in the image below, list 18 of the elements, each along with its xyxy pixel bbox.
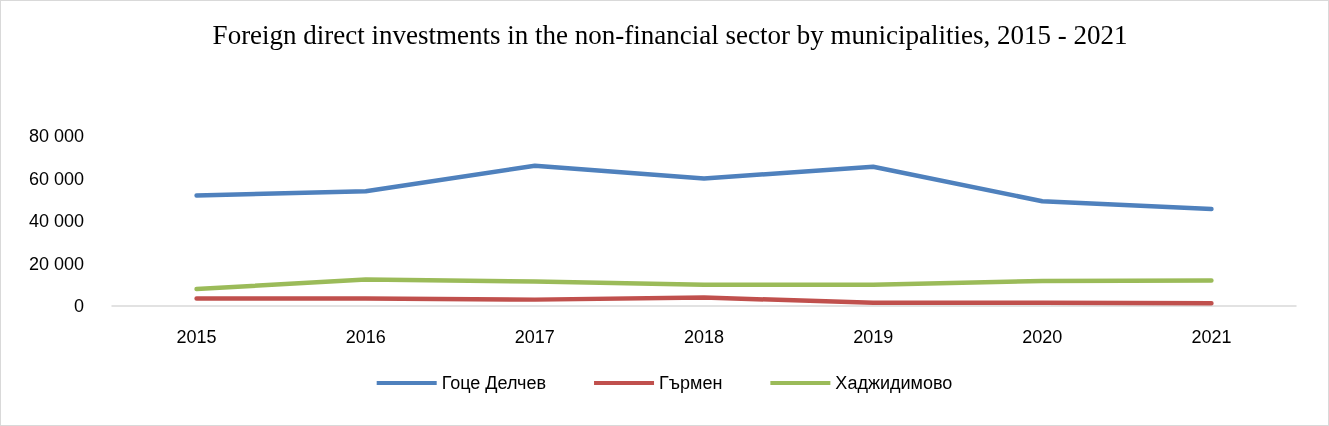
x-tick-label: 2016: [345, 327, 386, 347]
y-tick-label: 20 000: [28, 253, 84, 274]
legend-label: Гоце Делчев: [441, 373, 547, 393]
y-tick-label: 0: [73, 296, 84, 316]
x-tick-label: 2017: [514, 327, 555, 347]
legend-label: Хаджидимово: [835, 373, 953, 393]
x-tick-label: 2018: [683, 327, 725, 347]
x-tick-label: 2021: [1191, 327, 1232, 347]
line-series: [194, 277, 1214, 292]
y-tick-label: 80 000: [28, 126, 84, 146]
y-tick-label: 40 000: [28, 211, 84, 231]
line-series: [194, 163, 1214, 212]
x-tick-label: 2015: [176, 327, 217, 347]
x-tick-label: 2020: [1022, 327, 1063, 347]
y-tick-label: 60 000: [28, 168, 84, 189]
x-tick-label: 2019: [853, 327, 894, 347]
chart-title: Foreign direct investments in the non-financial sector by municipalities, 2015 - 2021: [212, 20, 1128, 50]
legend-label: Гърмен: [659, 373, 723, 393]
